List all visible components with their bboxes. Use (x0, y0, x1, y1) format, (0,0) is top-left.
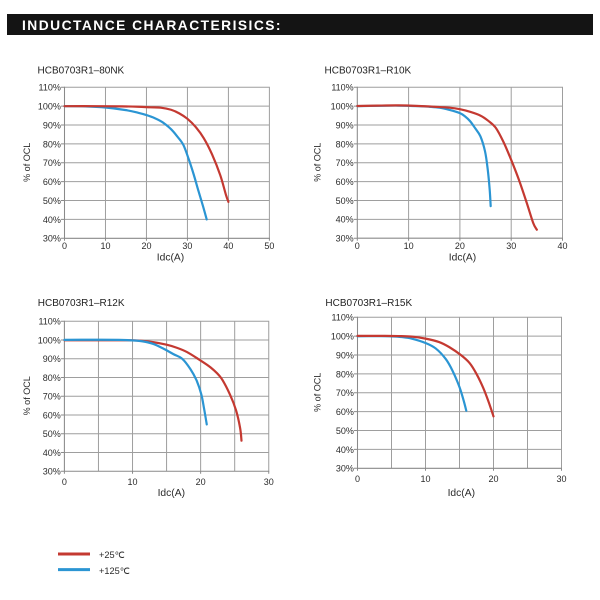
svg-text:80%: 80% (336, 139, 354, 149)
svg-text:90%: 90% (43, 120, 61, 130)
svg-text:Idc(A): Idc(A) (449, 252, 476, 263)
svg-text:110%: 110% (331, 83, 353, 93)
svg-text:HCB0703R1–R10K: HCB0703R1–R10K (325, 66, 412, 77)
svg-text:30%: 30% (43, 234, 61, 244)
svg-text:20: 20 (488, 474, 498, 484)
svg-text:80%: 80% (43, 373, 61, 383)
svg-text:0: 0 (62, 241, 67, 251)
svg-text:20: 20 (141, 241, 151, 251)
svg-text:30: 30 (182, 241, 192, 251)
svg-text:50%: 50% (43, 196, 61, 206)
svg-text:90%: 90% (336, 120, 354, 130)
svg-text:% of OCL: % of OCL (22, 376, 32, 415)
svg-text:100%: 100% (331, 332, 354, 342)
svg-text:60%: 60% (336, 407, 354, 417)
svg-text:30: 30 (506, 241, 516, 251)
svg-text:0: 0 (355, 241, 360, 251)
svg-text:HCB0703R1–80NK: HCB0703R1–80NK (38, 66, 125, 77)
svg-text:100%: 100% (38, 102, 61, 112)
svg-text:+25℃: +25℃ (99, 550, 125, 560)
svg-text:40%: 40% (43, 448, 61, 458)
svg-text:50%: 50% (336, 426, 354, 436)
svg-text:% of OCL: % of OCL (22, 143, 32, 182)
svg-text:30%: 30% (43, 467, 61, 477)
svg-text:20: 20 (196, 477, 206, 487)
svg-text:110%: 110% (39, 83, 61, 93)
svg-text:30%: 30% (336, 234, 354, 244)
svg-text:0: 0 (62, 477, 67, 487)
svg-text:50: 50 (264, 241, 274, 251)
svg-text:10: 10 (100, 241, 110, 251)
svg-text:HCB0703R1–R12K: HCB0703R1–R12K (38, 298, 125, 309)
svg-text:% of OCL: % of OCL (313, 373, 323, 412)
svg-text:40: 40 (223, 241, 233, 251)
svg-text:50%: 50% (336, 196, 354, 206)
svg-text:Idc(A): Idc(A) (448, 488, 475, 499)
svg-text:50%: 50% (43, 429, 61, 439)
svg-text:40%: 40% (336, 215, 354, 225)
svg-text:100%: 100% (331, 102, 354, 112)
svg-text:10: 10 (127, 477, 137, 487)
svg-text:110%: 110% (332, 313, 354, 323)
svg-text:% of OCL: % of OCL (312, 143, 322, 182)
svg-text:80%: 80% (336, 369, 354, 379)
svg-text:Idc(A): Idc(A) (157, 252, 184, 263)
svg-text:60%: 60% (43, 410, 61, 420)
svg-text:40%: 40% (43, 215, 61, 225)
svg-text:20: 20 (455, 241, 465, 251)
svg-text:70%: 70% (43, 392, 61, 402)
svg-text:40: 40 (557, 241, 567, 251)
svg-text:80%: 80% (43, 139, 61, 149)
svg-text:30: 30 (264, 477, 274, 487)
svg-text:110%: 110% (38, 317, 60, 327)
svg-text:70%: 70% (336, 158, 354, 168)
svg-text:Idc(A): Idc(A) (158, 488, 185, 499)
svg-text:0: 0 (355, 474, 360, 484)
svg-text:70%: 70% (43, 158, 61, 168)
svg-text:10: 10 (404, 241, 414, 251)
svg-text:90%: 90% (336, 350, 354, 360)
svg-text:HCB0703R1–R15K: HCB0703R1–R15K (325, 298, 412, 309)
svg-text:100%: 100% (38, 335, 61, 345)
svg-text:30: 30 (556, 474, 566, 484)
svg-text:60%: 60% (43, 177, 61, 187)
svg-text:70%: 70% (336, 388, 354, 398)
svg-text:+125℃: +125℃ (99, 566, 130, 576)
svg-text:40%: 40% (336, 445, 354, 455)
svg-text:90%: 90% (43, 354, 61, 364)
svg-text:60%: 60% (336, 177, 354, 187)
svg-text:10: 10 (420, 474, 430, 484)
svg-text:30%: 30% (336, 464, 354, 474)
